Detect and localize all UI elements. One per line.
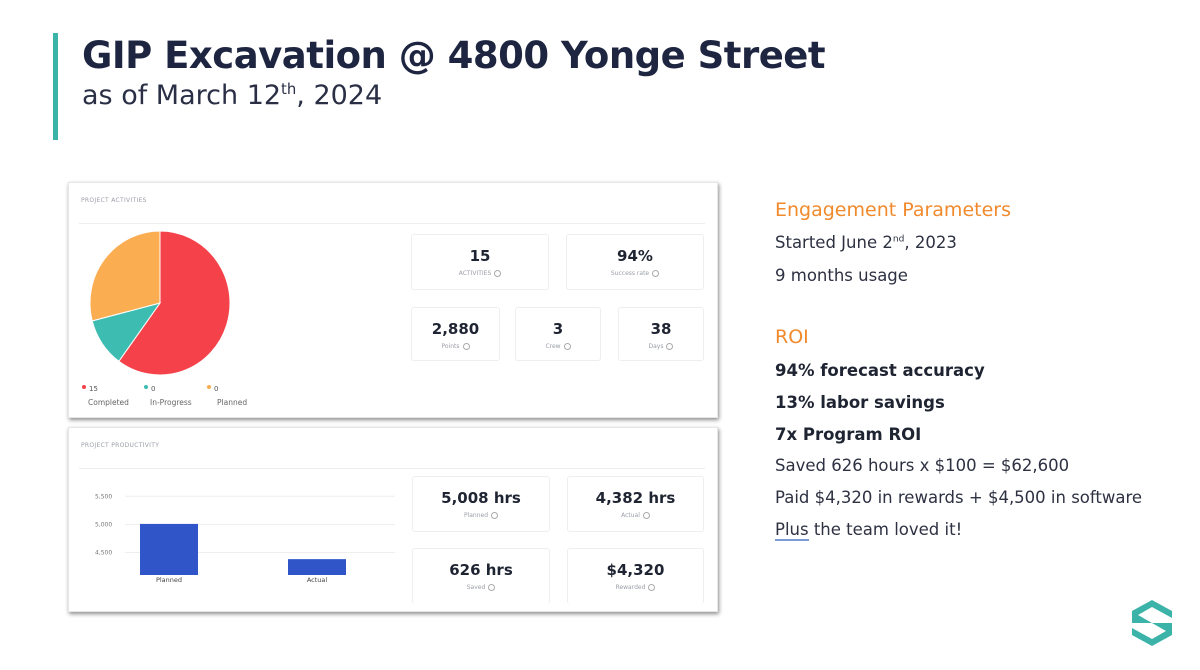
activities-pie-chart [89, 230, 231, 376]
y-tick-label: 4,500 [95, 550, 112, 557]
roi-loved-line: Plus the team loved it! [775, 520, 963, 541]
divider [79, 468, 705, 469]
legend-label: Completed [88, 398, 129, 407]
roi-saved-line: Saved 626 hours x $100 = $62,600 [775, 456, 1070, 475]
info-icon[interactable] [563, 343, 571, 350]
stat-label: Planned [463, 512, 489, 519]
underlined-word: Plus [775, 520, 809, 541]
engagement-heading: Engagement Parameters [775, 199, 1011, 221]
roi-heading: ROI [775, 326, 809, 348]
x-tick-label: Planned [156, 576, 182, 584]
stat-crew: 3 Crew [515, 307, 601, 361]
info-icon[interactable] [648, 584, 656, 591]
card-title: PROJECT PRODUCTIVITY [81, 442, 160, 449]
stat-label: Points [441, 343, 460, 350]
legend-in-progress: 0 In-Progress [144, 385, 192, 407]
project-productivity-card: PROJECT PRODUCTIVITY [68, 427, 718, 612]
pie-slice-planned [89, 230, 161, 322]
subtitle-sup: th [281, 80, 297, 98]
info-icon[interactable] [462, 343, 470, 350]
started-sup: nd [892, 234, 905, 245]
legend-dot [144, 385, 148, 389]
roi-paid-line: Paid $4,320 in rewards + $4,500 in softw… [775, 488, 1143, 507]
engagement-usage: 9 months usage [775, 266, 908, 285]
stat-label: Success rate [610, 270, 650, 277]
stat-label: Rewarded [615, 584, 646, 591]
x-tick-label: Actual [307, 576, 328, 584]
stat-label: Saved [466, 584, 486, 591]
stat-planned-hours: 5,008 hrs Planned [412, 476, 550, 532]
roi-program-roi: 7x Program ROI [775, 425, 922, 444]
stat-value: 15 [469, 247, 491, 265]
y-tick-label: 5,000 [95, 521, 112, 528]
legend-count: 15 [89, 385, 98, 393]
stat-days: 38 Days [618, 307, 704, 361]
page-subtitle: as of March 12th, 2024 [82, 80, 382, 111]
stat-value: 2,880 [431, 320, 480, 338]
info-icon[interactable] [666, 343, 674, 350]
divider [79, 223, 705, 224]
productivity-bar-chart: 5,500 5,000 4,500 Planned Actual [95, 493, 395, 584]
bar-actual [288, 559, 346, 575]
y-tick-label: 5,500 [95, 493, 112, 500]
legend-label: Planned [217, 398, 248, 407]
stat-saved-hours: 626 hrs Saved [412, 548, 550, 604]
stat-value: 4,382 hrs [595, 489, 676, 507]
legend-completed: 15 Completed [82, 385, 129, 407]
engagement-started: Started June 2nd, 2023 [775, 233, 957, 252]
legend-count: 0 [151, 385, 156, 393]
bar-planned [140, 523, 198, 575]
legend-dot [82, 385, 86, 389]
stat-value: 626 hrs [449, 561, 513, 579]
stat-value: 38 [650, 320, 672, 338]
pie-slice-completed [118, 230, 231, 376]
stat-rewarded: $4,320 Rewarded [567, 548, 704, 604]
stat-success-rate: 94% Success rate [566, 234, 704, 290]
started-text: Started June 2 [775, 233, 893, 252]
accent-bar [53, 33, 58, 140]
stat-value: 5,008 hrs [441, 489, 521, 507]
legend-planned: 0 Planned [207, 385, 247, 407]
info-icon[interactable] [488, 584, 496, 591]
stat-points: 2,880 Points [411, 307, 500, 361]
stat-actual-hours: 4,382 hrs Actual [567, 476, 704, 532]
info-icon[interactable] [494, 270, 502, 277]
started-year: , 2023 [904, 233, 957, 252]
company-logo-icon [1132, 600, 1172, 646]
roi-labor-savings: 13% labor savings [775, 393, 945, 412]
page-title: GIP Excavation @ 4800 Yonge Street [82, 34, 826, 77]
stat-label: ACTIVITIES [458, 270, 492, 277]
card-title: PROJECT ACTIVITIES [81, 197, 147, 204]
stat-activities: 15 ACTIVITIES [411, 234, 549, 290]
stat-label: Days [648, 343, 664, 350]
legend-dot [207, 385, 211, 389]
stat-label: Actual [621, 512, 640, 519]
info-icon[interactable] [491, 512, 499, 519]
legend-label: In-Progress [150, 398, 192, 407]
roi-forecast-accuracy: 94% forecast accuracy [775, 361, 985, 380]
loved-text: the team loved it! [808, 520, 963, 539]
subtitle-year: , 2024 [296, 80, 383, 111]
info-icon[interactable] [652, 270, 660, 277]
stat-label: Crew [545, 343, 561, 350]
stat-value: $4,320 [606, 561, 665, 579]
stat-value: 94% [617, 247, 653, 265]
legend-count: 0 [214, 385, 219, 393]
subtitle-text: as of March 12 [82, 80, 282, 111]
stat-value: 3 [552, 320, 564, 338]
info-icon[interactable] [642, 512, 650, 519]
